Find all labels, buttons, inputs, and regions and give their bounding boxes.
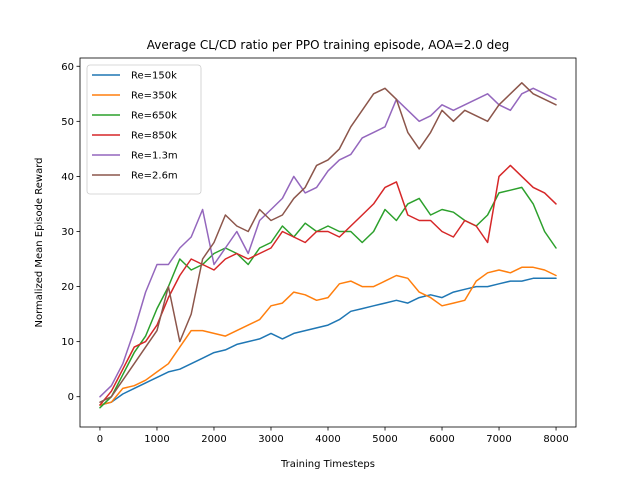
x-tick-label: 6000: [429, 434, 454, 445]
x-tick-label: 2000: [201, 434, 226, 445]
y-axis-label: Normalized Mean Episode Reward: [34, 157, 45, 327]
legend-label: Re=350k: [131, 91, 177, 102]
series-layer: [99, 82, 557, 409]
chart-title: Average CL/CD ratio per PPO training epi…: [147, 38, 509, 52]
series-line: [99, 82, 557, 403]
x-tick-label: 5000: [372, 434, 397, 445]
legend-label: Re=850k: [131, 131, 177, 142]
series-line: [99, 266, 557, 406]
legend-label: Re=650k: [131, 111, 177, 122]
series-line: [99, 277, 557, 406]
legend-label: Re=2.6m: [131, 171, 178, 182]
y-tick-label: 0: [68, 392, 74, 403]
y-tick-label: 30: [61, 227, 74, 238]
x-tick-label: 3000: [258, 434, 283, 445]
legend-label: Re=1.3m: [131, 151, 178, 162]
y-tick-label: 40: [61, 172, 74, 183]
y-tick-label: 60: [61, 62, 74, 73]
y-tick-label: 50: [61, 117, 74, 128]
x-axis-label: Training Timesteps: [280, 459, 375, 470]
x-tick-label: 1000: [144, 434, 169, 445]
series-line: [99, 87, 557, 398]
y-tick-label: 10: [61, 337, 74, 348]
y-axis-ticks: 0 10 20 30 40 50 60: [61, 62, 80, 403]
legend-items: Re=150k Re=350k Re=650k Re=850k Re=1.3m Re=2.…: [92, 71, 178, 182]
legend-box: [86, 64, 202, 195]
x-axis-ticks: 0 1000 2000 3000 4000 5000 6000 7000 8000: [97, 427, 569, 445]
y-tick-label: 20: [61, 282, 74, 293]
x-tick-label: 4000: [315, 434, 340, 445]
x-tick-label: 0: [97, 434, 103, 445]
legend: Re=150k Re=350k Re=650k Re=850k Re=1.3m Re=2.…: [86, 64, 202, 195]
x-tick-label: 8000: [543, 434, 568, 445]
legend-label: Re=150k: [131, 71, 177, 82]
series-line: [99, 164, 557, 406]
series-line: [99, 186, 557, 409]
x-tick-label: 7000: [486, 434, 511, 445]
